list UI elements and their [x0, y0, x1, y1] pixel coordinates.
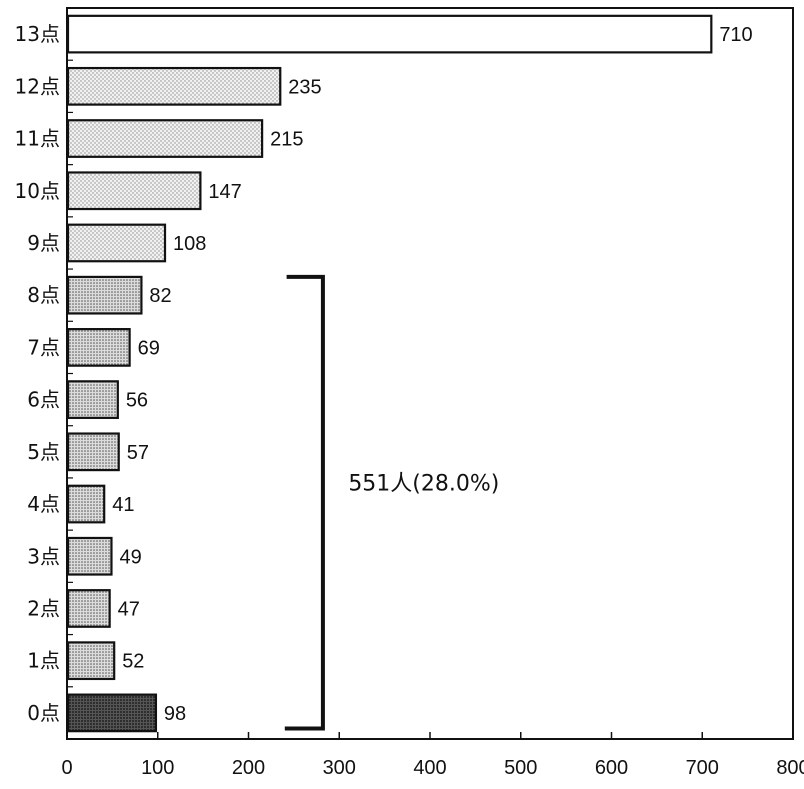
category-label: 8点 [27, 283, 60, 307]
x-tick-label: 800 [776, 757, 804, 779]
category-label: 0点 [27, 701, 60, 725]
plot-border [66, 7, 794, 740]
category-label: 6点 [27, 388, 60, 412]
category-label: 2点 [27, 596, 60, 620]
category-label: 11点 [15, 127, 60, 151]
x-tick-label: 700 [686, 757, 719, 779]
bar [66, 589, 111, 628]
y-axis-category-labels: 13点 12点 11点 10点 9点 8点 7点 6点 5点 4点 3点 2点 1点 0点 [15, 22, 60, 725]
category-label: 5点 [27, 440, 60, 464]
x-tick-label: 400 [413, 757, 446, 779]
annotation: 551人(28.0%) [284, 274, 499, 731]
value-label: 41 [112, 494, 134, 516]
bar [66, 223, 167, 263]
category-label: 10点 [15, 179, 60, 203]
bar [66, 536, 113, 576]
x-tick-label: 100 [141, 757, 174, 779]
category-label: 1点 [27, 649, 60, 673]
annotation-label: 551人(28.0%) [348, 472, 499, 497]
value-label: 147 [208, 181, 241, 203]
value-label: 57 [127, 442, 149, 464]
bar [66, 66, 282, 106]
x-tick-label: 600 [595, 757, 628, 779]
bar [66, 275, 143, 315]
category-label: 7点 [27, 335, 60, 359]
x-tick-label: 200 [232, 757, 265, 779]
x-tick-label: 0 [61, 757, 72, 779]
value-label: 56 [126, 390, 148, 412]
bar [66, 380, 119, 419]
value-label: 69 [138, 337, 160, 359]
value-label: 215 [270, 129, 303, 151]
plot-area [66, 7, 794, 740]
category-label: 3点 [27, 544, 60, 568]
category-label: 12点 [15, 74, 60, 98]
value-labels: 710 235 215 147 108 82 69 56 57 41 49 47 52 98 [112, 24, 752, 725]
bar [66, 328, 131, 367]
value-label: 82 [149, 285, 171, 307]
value-label: 98 [164, 703, 186, 725]
value-label: 108 [173, 233, 206, 255]
bracket [284, 274, 325, 731]
x-tick-label: 500 [504, 757, 537, 779]
bar [66, 484, 106, 524]
x-tick-label: 300 [323, 757, 356, 779]
value-label: 52 [122, 651, 144, 673]
x-axis-ticks: 0 100 200 300 400 500 600 700 800 [61, 732, 804, 779]
value-label: 47 [118, 598, 140, 620]
bar [66, 432, 120, 472]
category-label: 4点 [27, 492, 60, 516]
value-label: 710 [719, 24, 752, 46]
bar [66, 119, 264, 158]
bar [66, 641, 116, 681]
bar [66, 171, 202, 211]
bars [66, 14, 713, 733]
category-label: 9点 [27, 231, 60, 255]
bar [66, 14, 713, 54]
category-label: 13点 [15, 22, 60, 46]
value-label: 235 [288, 76, 321, 98]
value-label: 49 [119, 546, 141, 568]
bar [66, 693, 158, 733]
